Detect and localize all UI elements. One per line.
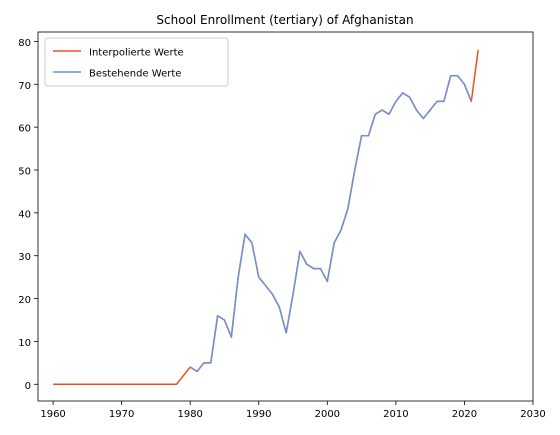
x-tick-label: 2020 — [452, 409, 477, 420]
legend-box — [44, 37, 229, 87]
y-tick-label: 80 — [18, 38, 31, 49]
x-tick-label: 2000 — [315, 409, 340, 420]
y-tick-label: 40 — [18, 209, 31, 220]
x-tick-label: 1990 — [246, 409, 271, 420]
x-tick-label: 1970 — [109, 409, 134, 420]
y-tick-label: 70 — [18, 81, 31, 92]
x-tick-label: 1980 — [177, 409, 202, 420]
y-axis: 0 10 20 30 40 50 60 70 80 — [18, 38, 38, 392]
x-tick-label: 1960 — [40, 409, 65, 420]
series-line-existing — [189, 74, 472, 373]
y-tick-label: 30 — [18, 252, 31, 263]
chart-title: School Enrollment (tertiary) of Afghanis… — [156, 13, 413, 27]
series-layer — [53, 49, 479, 386]
x-tick-label: 2030 — [520, 409, 545, 420]
x-tick-label: 2010 — [383, 409, 408, 420]
y-tick-label: 0 — [25, 381, 31, 392]
x-axis: 1960 1970 1980 1990 2000 2010 2020 2030 — [40, 401, 546, 420]
y-tick-label: 10 — [18, 338, 31, 349]
legend-label: Bestehende Werte — [89, 69, 181, 80]
y-tick-label: 20 — [18, 295, 31, 306]
y-tick-label: 60 — [18, 124, 31, 135]
legend-label: Interpolierte Werte — [89, 48, 184, 59]
y-tick-label: 50 — [18, 167, 31, 178]
series-line-interpolated — [53, 49, 479, 386]
legend: Interpolierte Werte Bestehende Werte — [44, 37, 229, 87]
plot-area — [37, 31, 534, 402]
plot-frame — [37, 31, 534, 402]
